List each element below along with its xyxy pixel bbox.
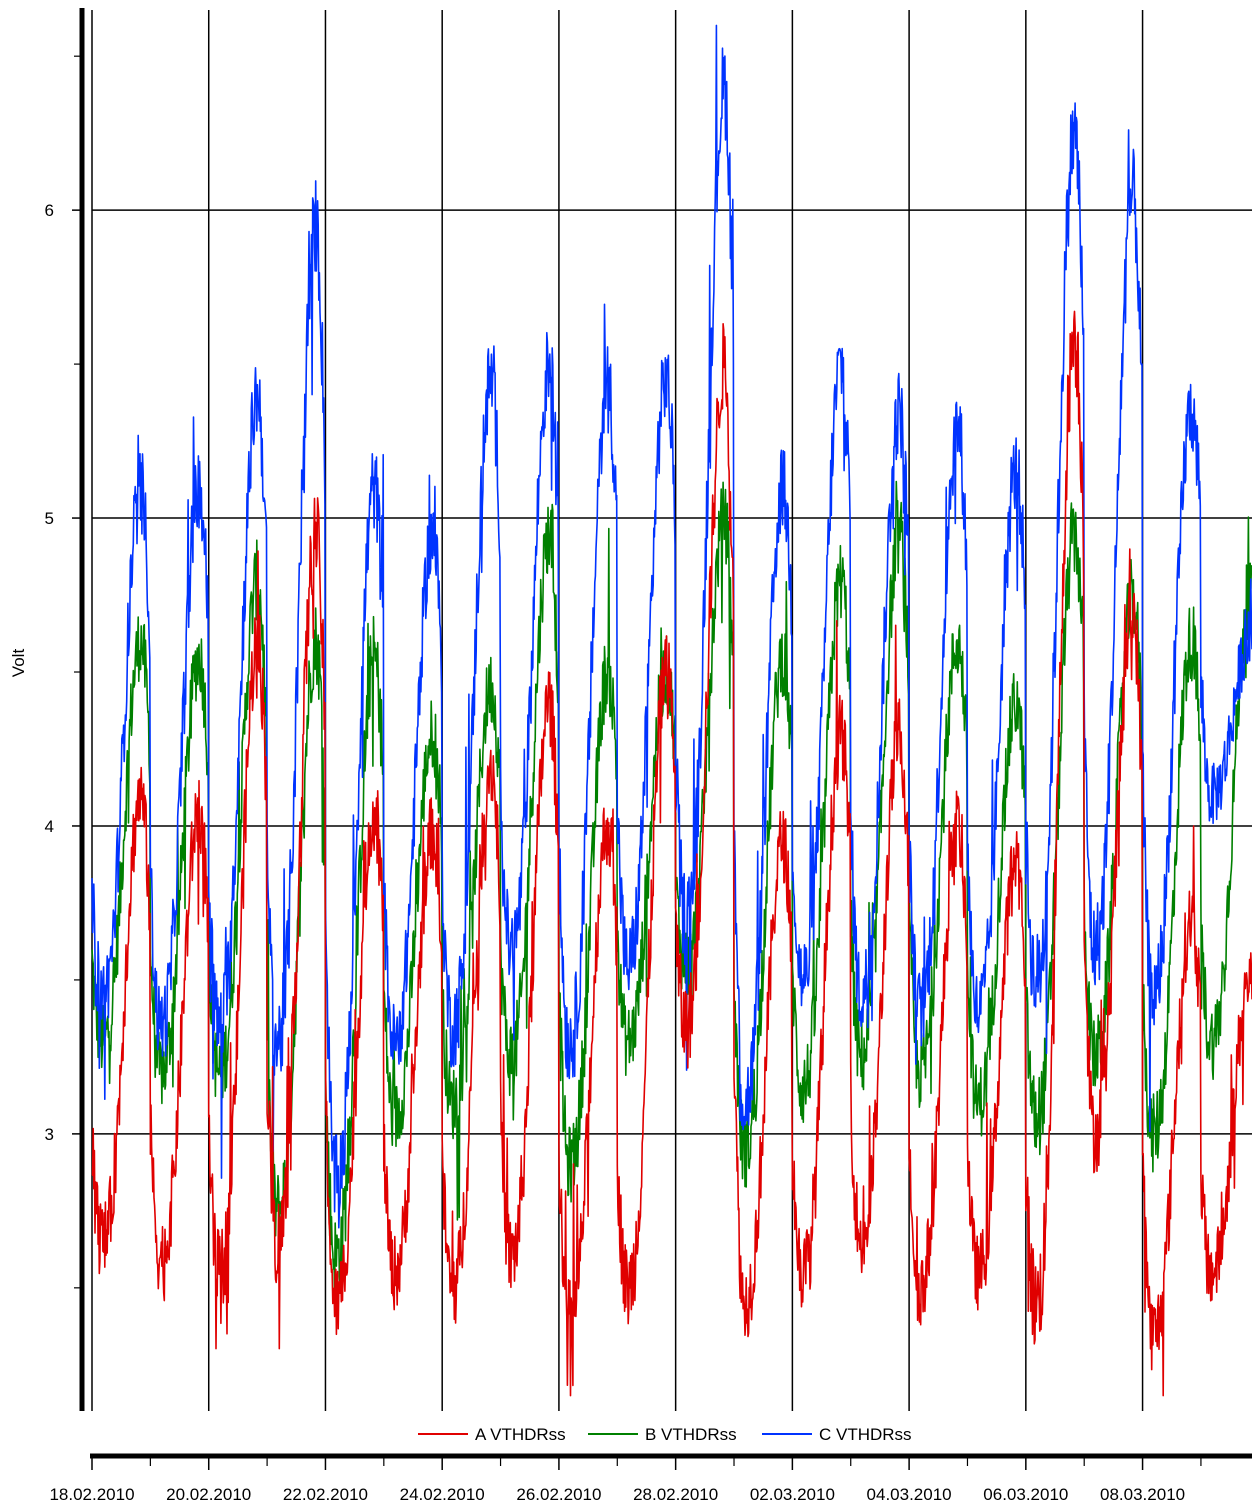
y-tick-label: 5: [45, 509, 54, 528]
x-tick-label: 18.02.2010: [49, 1485, 134, 1504]
legend-label: B VTHDRss: [645, 1425, 737, 1444]
x-tick-label: 22.02.2010: [283, 1485, 368, 1504]
x-tick-label: 26.02.2010: [516, 1485, 601, 1504]
series-line-a-vthdrss: [91, 310, 1252, 1397]
x-tick-label: 24.02.2010: [400, 1485, 485, 1504]
y-axis-title: Volt: [9, 649, 28, 678]
x-tick-label: 06.03.2010: [983, 1485, 1068, 1504]
x-tick-label: 20.02.2010: [166, 1485, 251, 1504]
series-line-c-vthdrss: [91, 24, 1252, 1229]
y-tick-label: 6: [45, 201, 54, 220]
axes: 3 4 5 6 18.02.2010 20.02.2010 22.02.2010 24.02.…: [45, 8, 1252, 1504]
legend: A VTHDRss B VTHDRss C VTHDRss: [418, 1425, 912, 1444]
x-tick-label: 08.03.2010: [1100, 1485, 1185, 1504]
legend-label: A VTHDRss: [475, 1425, 566, 1444]
series-lines: [91, 24, 1252, 1397]
x-tick-label: 02.03.2010: [750, 1485, 835, 1504]
x-tick-label: 28.02.2010: [633, 1485, 718, 1504]
x-tick-label: 04.03.2010: [867, 1485, 952, 1504]
y-tick-label: 3: [45, 1125, 54, 1144]
legend-label: C VTHDRss: [819, 1425, 912, 1444]
y-tick-label: 4: [45, 817, 54, 836]
